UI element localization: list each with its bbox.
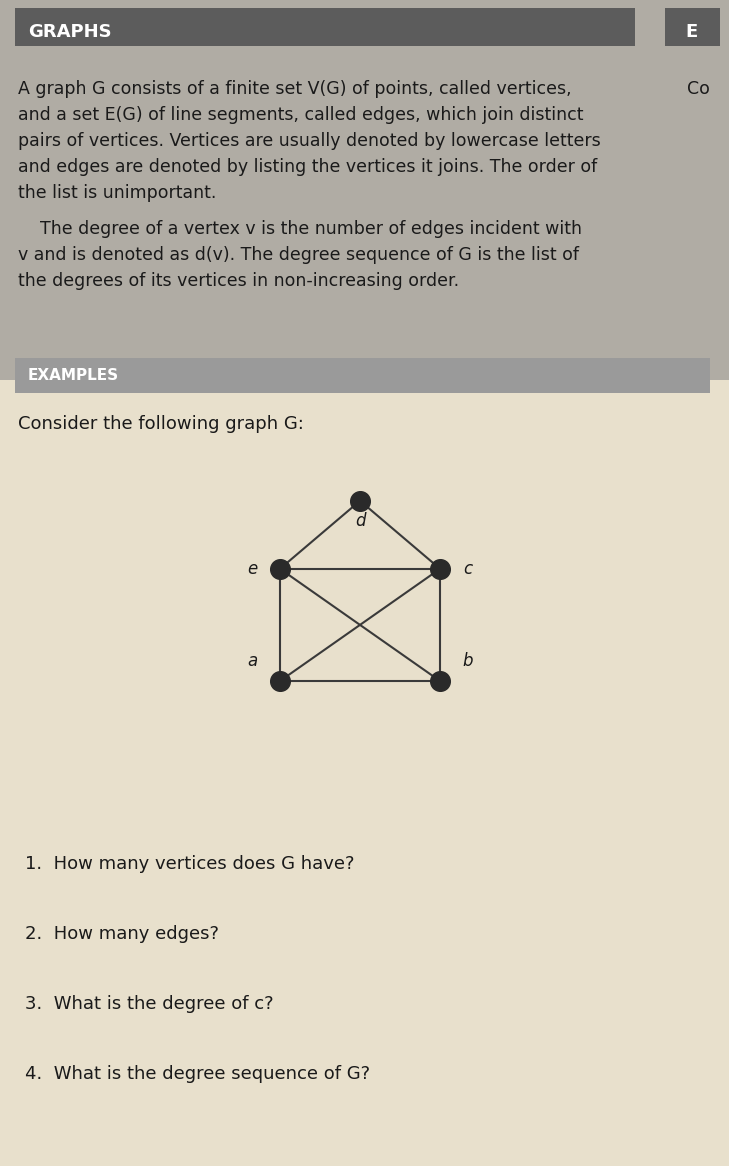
Text: the degrees of its vertices in non-increasing order.: the degrees of its vertices in non-incre… bbox=[18, 272, 459, 290]
Point bbox=[434, 672, 446, 690]
Point bbox=[434, 560, 446, 578]
Text: the list is unimportant.: the list is unimportant. bbox=[18, 184, 217, 202]
Point bbox=[354, 492, 366, 511]
Bar bbox=[0, 380, 729, 1166]
Text: pairs of vertices. Vertices are usually denoted by lowercase letters: pairs of vertices. Vertices are usually … bbox=[18, 132, 601, 150]
Text: and a set E(G) of line segments, called edges, which join distinct: and a set E(G) of line segments, called … bbox=[18, 106, 583, 124]
Text: c: c bbox=[464, 560, 472, 578]
Bar bbox=[15, 358, 710, 393]
Bar bbox=[665, 8, 720, 45]
Text: GRAPHS: GRAPHS bbox=[28, 23, 112, 41]
Text: A graph G consists of a finite set V(G) of points, called vertices,: A graph G consists of a finite set V(G) … bbox=[18, 80, 572, 98]
Point bbox=[274, 560, 286, 578]
Text: 4.  What is the degree sequence of G?: 4. What is the degree sequence of G? bbox=[25, 1065, 370, 1083]
Text: e: e bbox=[247, 560, 257, 578]
Text: E: E bbox=[686, 23, 698, 41]
Bar bbox=[15, 8, 635, 45]
Text: Co: Co bbox=[687, 80, 710, 98]
Text: d: d bbox=[355, 512, 365, 531]
Text: The degree of a vertex v is the number of edges incident with: The degree of a vertex v is the number o… bbox=[18, 220, 582, 238]
Bar bbox=[0, 0, 729, 420]
Text: v and is denoted as d(v). The degree sequence of G is the list of: v and is denoted as d(v). The degree seq… bbox=[18, 246, 579, 264]
Text: 1.  How many vertices does G have?: 1. How many vertices does G have? bbox=[25, 855, 354, 873]
Text: 2.  How many edges?: 2. How many edges? bbox=[25, 925, 219, 943]
Text: Consider the following graph G:: Consider the following graph G: bbox=[18, 415, 304, 433]
Text: EXAMPLES: EXAMPLES bbox=[28, 368, 119, 382]
Text: a: a bbox=[247, 652, 257, 669]
Text: 3.  What is the degree of c?: 3. What is the degree of c? bbox=[25, 995, 273, 1013]
Text: and edges are denoted by listing the vertices it joins. The order of: and edges are denoted by listing the ver… bbox=[18, 159, 597, 176]
Point bbox=[274, 672, 286, 690]
Text: b: b bbox=[463, 652, 473, 669]
